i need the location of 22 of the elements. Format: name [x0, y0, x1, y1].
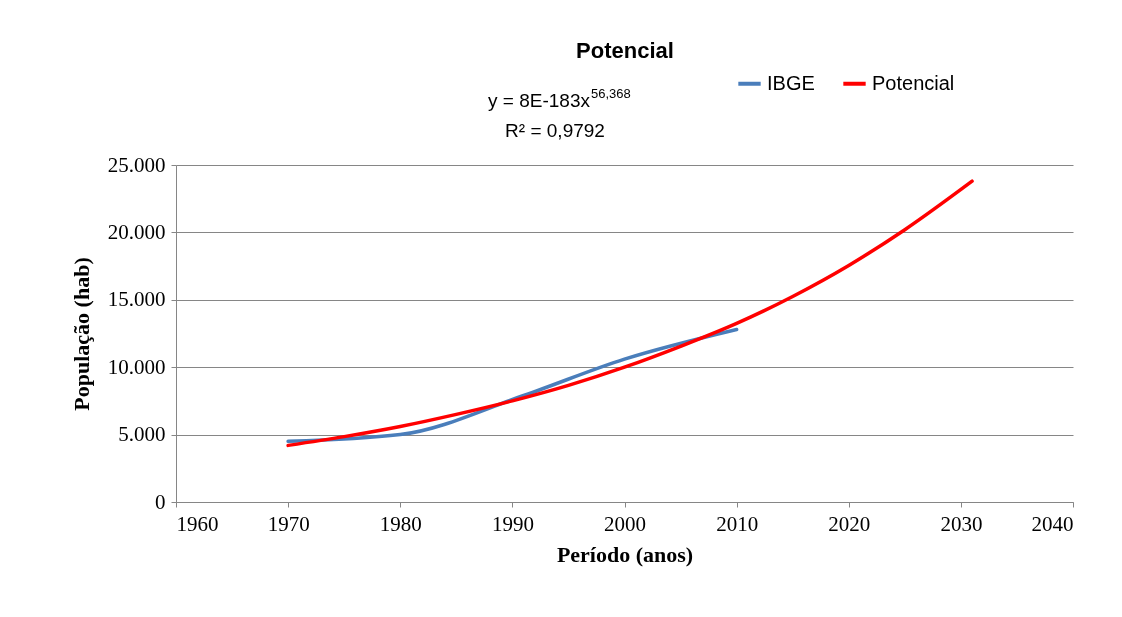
y-tick-label: 0	[155, 489, 166, 514]
x-tick-label: 2010	[716, 511, 759, 536]
y-tick-label: 25.000	[107, 152, 166, 177]
x-tick-label: 2040	[1031, 511, 1074, 536]
line-series	[286, 179, 974, 448]
y-tick-label: 10.000	[107, 354, 166, 379]
x-tick-label: 1990	[491, 511, 534, 536]
y-axis-title: População (hab)	[68, 257, 94, 411]
y-tick-label: 20.000	[107, 219, 166, 244]
x-axis-title: Período (anos)	[556, 541, 694, 567]
legend-label: Potencial	[872, 71, 955, 94]
y-tick-label: 15.000	[107, 287, 166, 312]
x-tick-label: 2000	[604, 511, 646, 536]
y-tick-label: 5.000	[118, 422, 166, 447]
text: R² = 0,9792	[505, 120, 605, 141]
chart-title: Potencial	[576, 38, 674, 63]
x-tick-label: 1970	[267, 511, 310, 536]
x-tick-label: 1960	[176, 511, 219, 536]
x-tick-label: 2020	[828, 511, 871, 536]
legend-label: IBGE	[767, 71, 815, 94]
x-tick-label: 2030	[940, 511, 983, 536]
x-tick-label: 1980	[379, 511, 422, 536]
